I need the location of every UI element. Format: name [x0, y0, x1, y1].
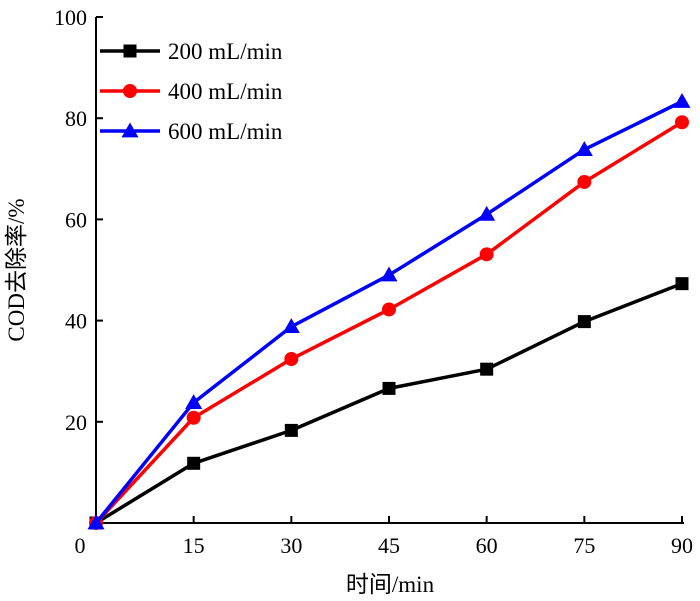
y-tick-label: 80: [65, 106, 87, 131]
legend-marker: [123, 44, 137, 58]
series-layer: [87, 93, 691, 530]
x-tick-label: 90: [671, 533, 693, 558]
data-point: [577, 315, 591, 329]
data-point: [187, 456, 201, 470]
x-tick-label: 60: [476, 533, 498, 558]
data-point: [675, 277, 689, 291]
series-line: [95, 282, 683, 525]
legend-item-3: 600 mL/min: [100, 119, 283, 144]
data-point: [478, 205, 496, 221]
data-point: [382, 302, 396, 317]
series-2: [89, 115, 689, 530]
x-axis-title: 时间/min: [346, 572, 435, 597]
x-tick-label: 15: [183, 533, 205, 558]
series-1: [89, 277, 689, 530]
y-tick-label: 100: [54, 5, 87, 30]
legend-label: 400 mL/min: [168, 79, 283, 104]
legend-marker: [123, 84, 137, 98]
legend-item-2: 400 mL/min: [100, 79, 283, 104]
data-point: [675, 115, 689, 130]
data-point: [575, 141, 593, 156]
legend-marker: [121, 122, 139, 138]
series-line: [94, 120, 683, 525]
legend: 200 mL/min 400 mL/min 600 mL/min: [100, 39, 283, 144]
x-tick-label: 75: [573, 533, 595, 558]
data-point: [577, 174, 592, 189]
data-point: [284, 352, 299, 367]
y-tick-label: 60: [65, 207, 87, 232]
series-3: [87, 93, 691, 530]
data-point: [479, 247, 494, 262]
data-point: [382, 381, 396, 395]
plot-area: 0 15 30 45 60 75 90 20 40 60 80 100: [54, 5, 693, 558]
x-tick-label: 0: [75, 533, 86, 558]
data-point: [185, 394, 203, 409]
data-point: [87, 514, 105, 530]
data-point: [673, 93, 691, 108]
y-tick-label: 40: [65, 309, 87, 334]
data-point: [186, 410, 201, 425]
data-point: [284, 423, 298, 437]
axis-ticks: 0 15 30 45 60 75 90 20 40 60 80 100: [54, 5, 693, 558]
legend-item-1: 200 mL/min: [100, 39, 283, 64]
legend-label: 200 mL/min: [168, 39, 283, 64]
legend-label: 600 mL/min: [168, 119, 283, 144]
y-axis-title: COD去除率/%: [4, 198, 29, 341]
x-tick-label: 30: [280, 533, 302, 558]
y-tick-label: 20: [65, 410, 87, 435]
data-point: [480, 362, 494, 376]
x-tick-label: 45: [378, 533, 400, 558]
data-point: [282, 318, 300, 334]
data-point: [380, 266, 398, 282]
